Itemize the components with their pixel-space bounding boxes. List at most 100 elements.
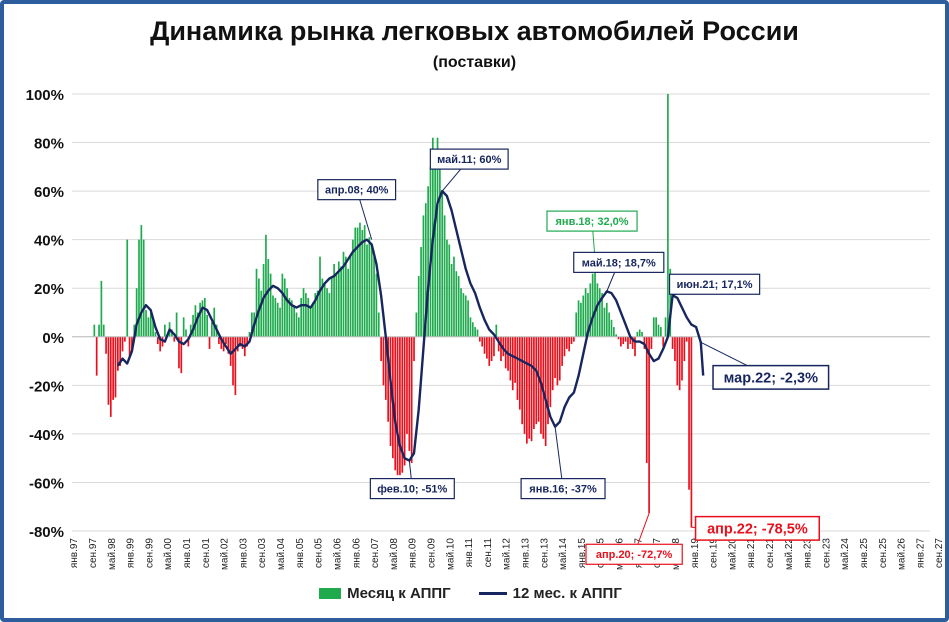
bar (568, 336, 571, 352)
bar (589, 283, 592, 337)
annotation-box (369, 477, 455, 500)
bar (514, 336, 516, 383)
annotation-box (546, 210, 638, 232)
bar (685, 336, 688, 342)
line-12m (116, 189, 705, 462)
bar (434, 154, 437, 337)
bar (610, 319, 613, 337)
bar (126, 239, 129, 337)
bar (164, 324, 166, 337)
bar (302, 288, 305, 337)
bar (650, 336, 653, 349)
bar (563, 336, 566, 357)
x-tick-label: янв.97 (69, 538, 80, 569)
bar (511, 336, 514, 391)
bar (627, 336, 629, 349)
x-tick-label: янв.99 (126, 538, 137, 569)
annotation-label: апр.20; -72,7% (596, 549, 673, 561)
bar (549, 336, 552, 408)
x-tick-label: янв.05 (295, 538, 306, 569)
legend-item-monthly: Месяц к АППГ (319, 585, 451, 602)
bar (664, 317, 667, 337)
annotation-box (573, 251, 665, 273)
bar (683, 336, 686, 362)
bar (187, 336, 190, 347)
bar (603, 307, 606, 337)
bar (147, 317, 150, 337)
bar (293, 305, 295, 337)
bar (185, 329, 187, 337)
bar (530, 336, 533, 442)
bar (636, 331, 639, 337)
bar (678, 336, 681, 391)
x-tick-label: янв.21 (746, 538, 757, 569)
bar (556, 336, 559, 386)
bar (145, 310, 147, 337)
bar (363, 225, 366, 337)
legend-swatch-line (478, 592, 507, 595)
bar (246, 336, 248, 347)
bar (580, 302, 582, 337)
bar (232, 336, 234, 386)
bar (410, 336, 413, 464)
bar (121, 336, 124, 352)
x-tick-label: сен.99 (144, 538, 155, 568)
annotations: апр.08; 40% май.11; 60% фев.10; -51% янв.18… (317, 148, 830, 565)
annotation-box (429, 148, 509, 170)
bar (427, 186, 429, 337)
bar (189, 324, 192, 337)
annotation: мар.22; -2,3% (700, 341, 830, 390)
x-tick-label: май.98 (107, 538, 118, 570)
x-tick-label: май.10 (445, 538, 456, 570)
bar (328, 293, 331, 337)
bar-series (93, 94, 693, 528)
bar (387, 336, 390, 422)
bar (295, 312, 298, 337)
bar (373, 256, 375, 337)
bar (450, 263, 453, 337)
bar (283, 278, 286, 337)
annotation-box (712, 364, 830, 390)
bar (535, 336, 538, 425)
bar (248, 331, 251, 337)
x-axis-ticks: янв.97 сен.97 май.98 янв.99 сен.99 май.00 янв.… (69, 538, 945, 570)
bar (142, 239, 145, 337)
annotation-box (520, 478, 606, 500)
bar (594, 259, 596, 337)
annotation: апр.20; -72,7% (585, 513, 683, 565)
bar (149, 312, 152, 337)
x-tick-label: сен.27 (934, 538, 945, 568)
annotation-box (668, 273, 761, 295)
bar (554, 336, 556, 379)
y-tick-label: -20% (29, 378, 64, 395)
bar (674, 336, 676, 362)
y-tick-label: 20% (34, 281, 64, 298)
bar (490, 336, 493, 362)
bar (615, 334, 618, 337)
annotation: апр.08; 40% (317, 179, 397, 240)
bar (638, 329, 641, 337)
bar (573, 336, 575, 342)
bar (175, 312, 178, 337)
bar (133, 324, 136, 337)
bar (669, 268, 672, 337)
bar (281, 273, 284, 337)
chart-title: Динамика рынка легковых автомобилей Росс… (150, 16, 799, 46)
bar (521, 336, 524, 425)
bar (272, 295, 274, 337)
bar (558, 336, 561, 381)
bar (667, 94, 669, 337)
bar (93, 324, 96, 337)
bar (156, 336, 159, 345)
bar (225, 336, 227, 345)
bar (478, 336, 481, 342)
bar (173, 336, 176, 342)
bar (617, 336, 620, 340)
bar (528, 336, 531, 439)
x-tick-label: май.20 (727, 538, 738, 570)
bar (305, 293, 307, 337)
bar (598, 288, 601, 337)
legend-item-12m: 12 мес. к АППГ (478, 585, 622, 602)
